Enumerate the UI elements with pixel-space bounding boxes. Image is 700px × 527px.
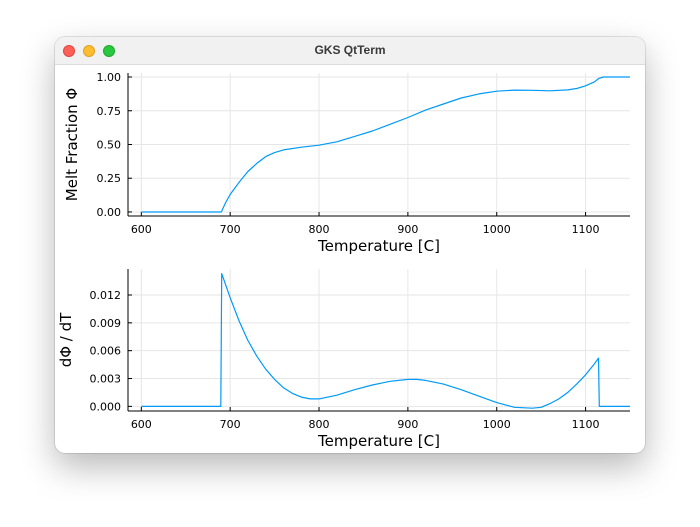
minimize-icon[interactable] bbox=[83, 45, 95, 57]
chart1-x-tick-label: 700 bbox=[220, 223, 241, 236]
chart1-x-tick-label: 800 bbox=[309, 223, 330, 236]
chart2-x-tick-label: 600 bbox=[131, 418, 152, 431]
chart1-x-tick-label: 1100 bbox=[572, 223, 600, 236]
chart2-y-tick-label: 0.012 bbox=[90, 289, 122, 302]
chart1-y-tick-label: 0.25 bbox=[97, 172, 122, 185]
plot-area: 600 700 800 900 1000 1100 0.00 0.25 0.50 0.75 1.00… bbox=[57, 71, 630, 450]
chart2-x-tick-label: 700 bbox=[220, 418, 241, 431]
chart2-group: 600 700 800 900 1000 1100 0.000 0.003 0.006 0.009… bbox=[57, 269, 630, 450]
chart2-x-tick-label: 1100 bbox=[572, 418, 600, 431]
chart1-x-tick-label: 900 bbox=[397, 223, 418, 236]
title-bar[interactable]: GKS QtTerm bbox=[55, 37, 645, 65]
window-title: GKS QtTerm bbox=[314, 43, 386, 57]
chart1-x-axis-title: Temperature [C] bbox=[317, 237, 440, 255]
chart2-x-tick-label: 1000 bbox=[483, 418, 511, 431]
chart2-y-tick-label: 0.003 bbox=[90, 373, 122, 386]
chart2-x-tick-label: 900 bbox=[397, 418, 418, 431]
zoom-icon[interactable] bbox=[103, 45, 115, 57]
chart1-x-tick-label: 1000 bbox=[483, 223, 511, 236]
chart1-y-tick-label: 0.50 bbox=[97, 139, 122, 152]
chart1-group: 600 700 800 900 1000 1100 0.00 0.25 0.50 0.75 1.00… bbox=[63, 71, 630, 255]
chart1-x-tick-label: 600 bbox=[131, 223, 152, 236]
chart1-y-tick-label: 0.75 bbox=[97, 105, 122, 118]
chart2-x-axis-title: Temperature [C] bbox=[317, 432, 440, 450]
chart1-y-tick-label: 0.00 bbox=[97, 206, 122, 219]
chart2-x-tick-label: 800 bbox=[309, 418, 330, 431]
chart2-y-tick-label: 0.000 bbox=[90, 400, 122, 413]
chart1-y-axis-title: Melt Fraction Φ bbox=[63, 88, 81, 201]
chart1-y-tick-label: 1.00 bbox=[97, 71, 122, 84]
chart2-y-tick-label: 0.009 bbox=[90, 317, 122, 330]
chart2-y-tick-label: 0.006 bbox=[90, 345, 122, 358]
chart1-series-1-line bbox=[141, 76, 630, 213]
close-icon[interactable] bbox=[63, 45, 75, 57]
plot-window: GKS QtTerm 600 700 800 900 1000 1100 0.00 0.25 0… bbox=[55, 37, 645, 453]
chart2-y-axis-title: dΦ / dT bbox=[57, 312, 75, 367]
chart2-series-1-line bbox=[141, 273, 630, 409]
